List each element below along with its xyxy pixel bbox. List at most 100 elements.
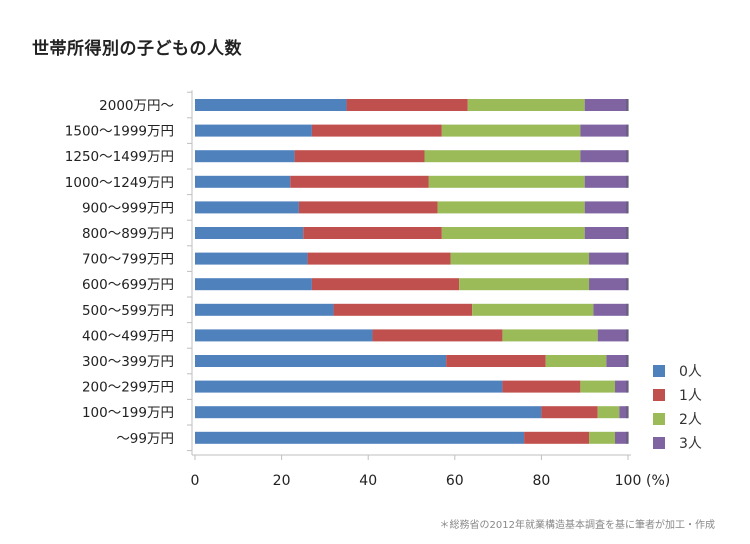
bar-segment-14-2 [524,431,590,444]
category-label-14: ～99万円 [116,431,174,447]
bar-segment-1-1 [195,99,347,111]
bar-segment-7-2 [307,252,451,265]
bar-segment-4-3 [428,175,585,188]
x-tick-label-1: 20 [273,473,291,489]
legend-item-2: 1人 [653,383,702,407]
bar-segment-6-3 [441,227,585,239]
legend-label-3: 2人 [679,412,702,428]
legend-label-4: 3人 [679,436,702,452]
bar-segment-6-1 [195,227,304,239]
bar-end-cap-14 [626,431,629,444]
bar-segment-2-2 [311,124,442,137]
category-label-12: 200～299万円 [82,380,174,396]
category-label-11: 300～399万円 [82,354,174,370]
bar-segment-5-3 [437,201,585,214]
bar-segment-11-4 [606,355,628,367]
bar-segment-10-1 [195,329,373,342]
category-label-1: 2000万円～ [99,98,174,114]
bar-end-cap-5 [626,201,629,214]
bar-segment-13-2 [541,406,598,419]
bar-segment-8-2 [311,278,460,291]
bar-segment-10-4 [597,329,628,342]
category-labels: 2000万円～ 1500～1999万円 1250～1499万円 1000～1249万円… [65,98,174,447]
bar-segment-7-3 [450,252,590,265]
category-label-6: 800～899万円 [82,226,174,242]
bar-segment-1-4 [584,99,628,111]
bar-segment-5-1 [195,201,299,214]
bar-end-cap-8 [626,278,629,291]
legend-swatch-2 [653,389,665,401]
bar-segment-2-1 [195,124,312,137]
bar-segment-6-4 [584,227,628,239]
bar-segment-1-2 [346,99,468,111]
bar-end-cap-1 [626,99,629,111]
bar-segment-5-2 [298,201,438,214]
bar-segment-6-2 [303,227,442,239]
bar-end-cap-10 [626,329,629,342]
bar-segment-8-1 [195,278,312,291]
bar-segment-10-2 [372,329,503,342]
legend: 0人 1人 2人 3人 [653,359,702,455]
legend-label-1: 0人 [679,364,702,380]
bar-segment-5-4 [584,201,628,214]
bar-segment-9-4 [593,303,628,316]
legend-swatch-4 [653,437,665,449]
bar-segment-2-4 [580,124,628,137]
bar-segment-12-1 [195,380,503,393]
bar-segment-3-2 [294,150,425,163]
bar-end-cap-2 [626,124,629,137]
bar-segment-2-3 [441,124,581,137]
bar-segment-13-1 [195,406,542,419]
bar-segment-1-3 [467,99,585,111]
bar-segment-12-2 [502,380,581,393]
x-axis-unit: (%) [646,473,670,489]
bar-segment-4-1 [195,175,291,188]
bar-segment-12-4 [615,380,628,393]
bar-segment-14-4 [615,431,628,444]
bar-segment-3-3 [424,150,581,163]
bar-segment-14-3 [589,431,616,444]
category-label-5: 900～999万円 [82,200,174,216]
bar-segment-13-3 [597,406,620,419]
bar-end-cap-13 [626,406,629,419]
bar-end-cap-12 [626,380,629,393]
bar-segment-10-3 [502,329,598,342]
legend-label-2: 1人 [679,388,702,404]
legend-item-1: 0人 [653,359,702,383]
category-label-8: 600～699万円 [82,277,174,293]
bar-end-cap-11 [626,355,629,367]
x-tick-label-4: 80 [532,473,550,489]
bar-segment-4-2 [290,175,429,188]
bar-segment-11-1 [195,355,447,367]
bar-segment-7-4 [589,252,628,265]
bar-segment-3-4 [580,150,628,163]
bar-segment-9-2 [333,303,473,316]
x-tick-label-2: 40 [359,473,377,489]
bar-segment-13-4 [619,406,628,419]
category-label-7: 700～799万円 [82,252,174,268]
x-tick-label-5: 100 [615,473,642,489]
bar-segment-12-3 [580,380,616,393]
category-label-2: 1500～1999万円 [65,124,174,140]
x-tick-label-0: 0 [191,473,200,489]
bar-segment-14-1 [195,431,525,444]
legend-item-3: 2人 [653,407,702,431]
category-label-10: 400～499万円 [82,328,174,344]
chart-title: 世帯所得別の子どもの人数 [32,39,242,59]
source-note: ＊総務省の2012年就業構造基本調査を基に筆者が加工・作成 [439,520,715,531]
category-label-13: 100～199万円 [82,405,174,421]
legend-item-4: 3人 [653,431,702,455]
bar-end-cap-9 [626,303,629,316]
bar-segment-9-1 [195,303,334,316]
legend-swatch-3 [653,413,665,425]
bar-end-cap-4 [626,175,629,188]
bar-segment-8-4 [589,278,628,291]
bar-end-cap-3 [626,150,629,163]
bar-segment-11-2 [446,355,546,367]
bar-end-cap-7 [626,252,629,265]
category-label-3: 1250～1499万円 [65,149,174,165]
bar-segment-7-1 [195,252,308,265]
category-label-9: 500～599万円 [82,303,174,319]
x-tick-label-3: 60 [446,473,464,489]
